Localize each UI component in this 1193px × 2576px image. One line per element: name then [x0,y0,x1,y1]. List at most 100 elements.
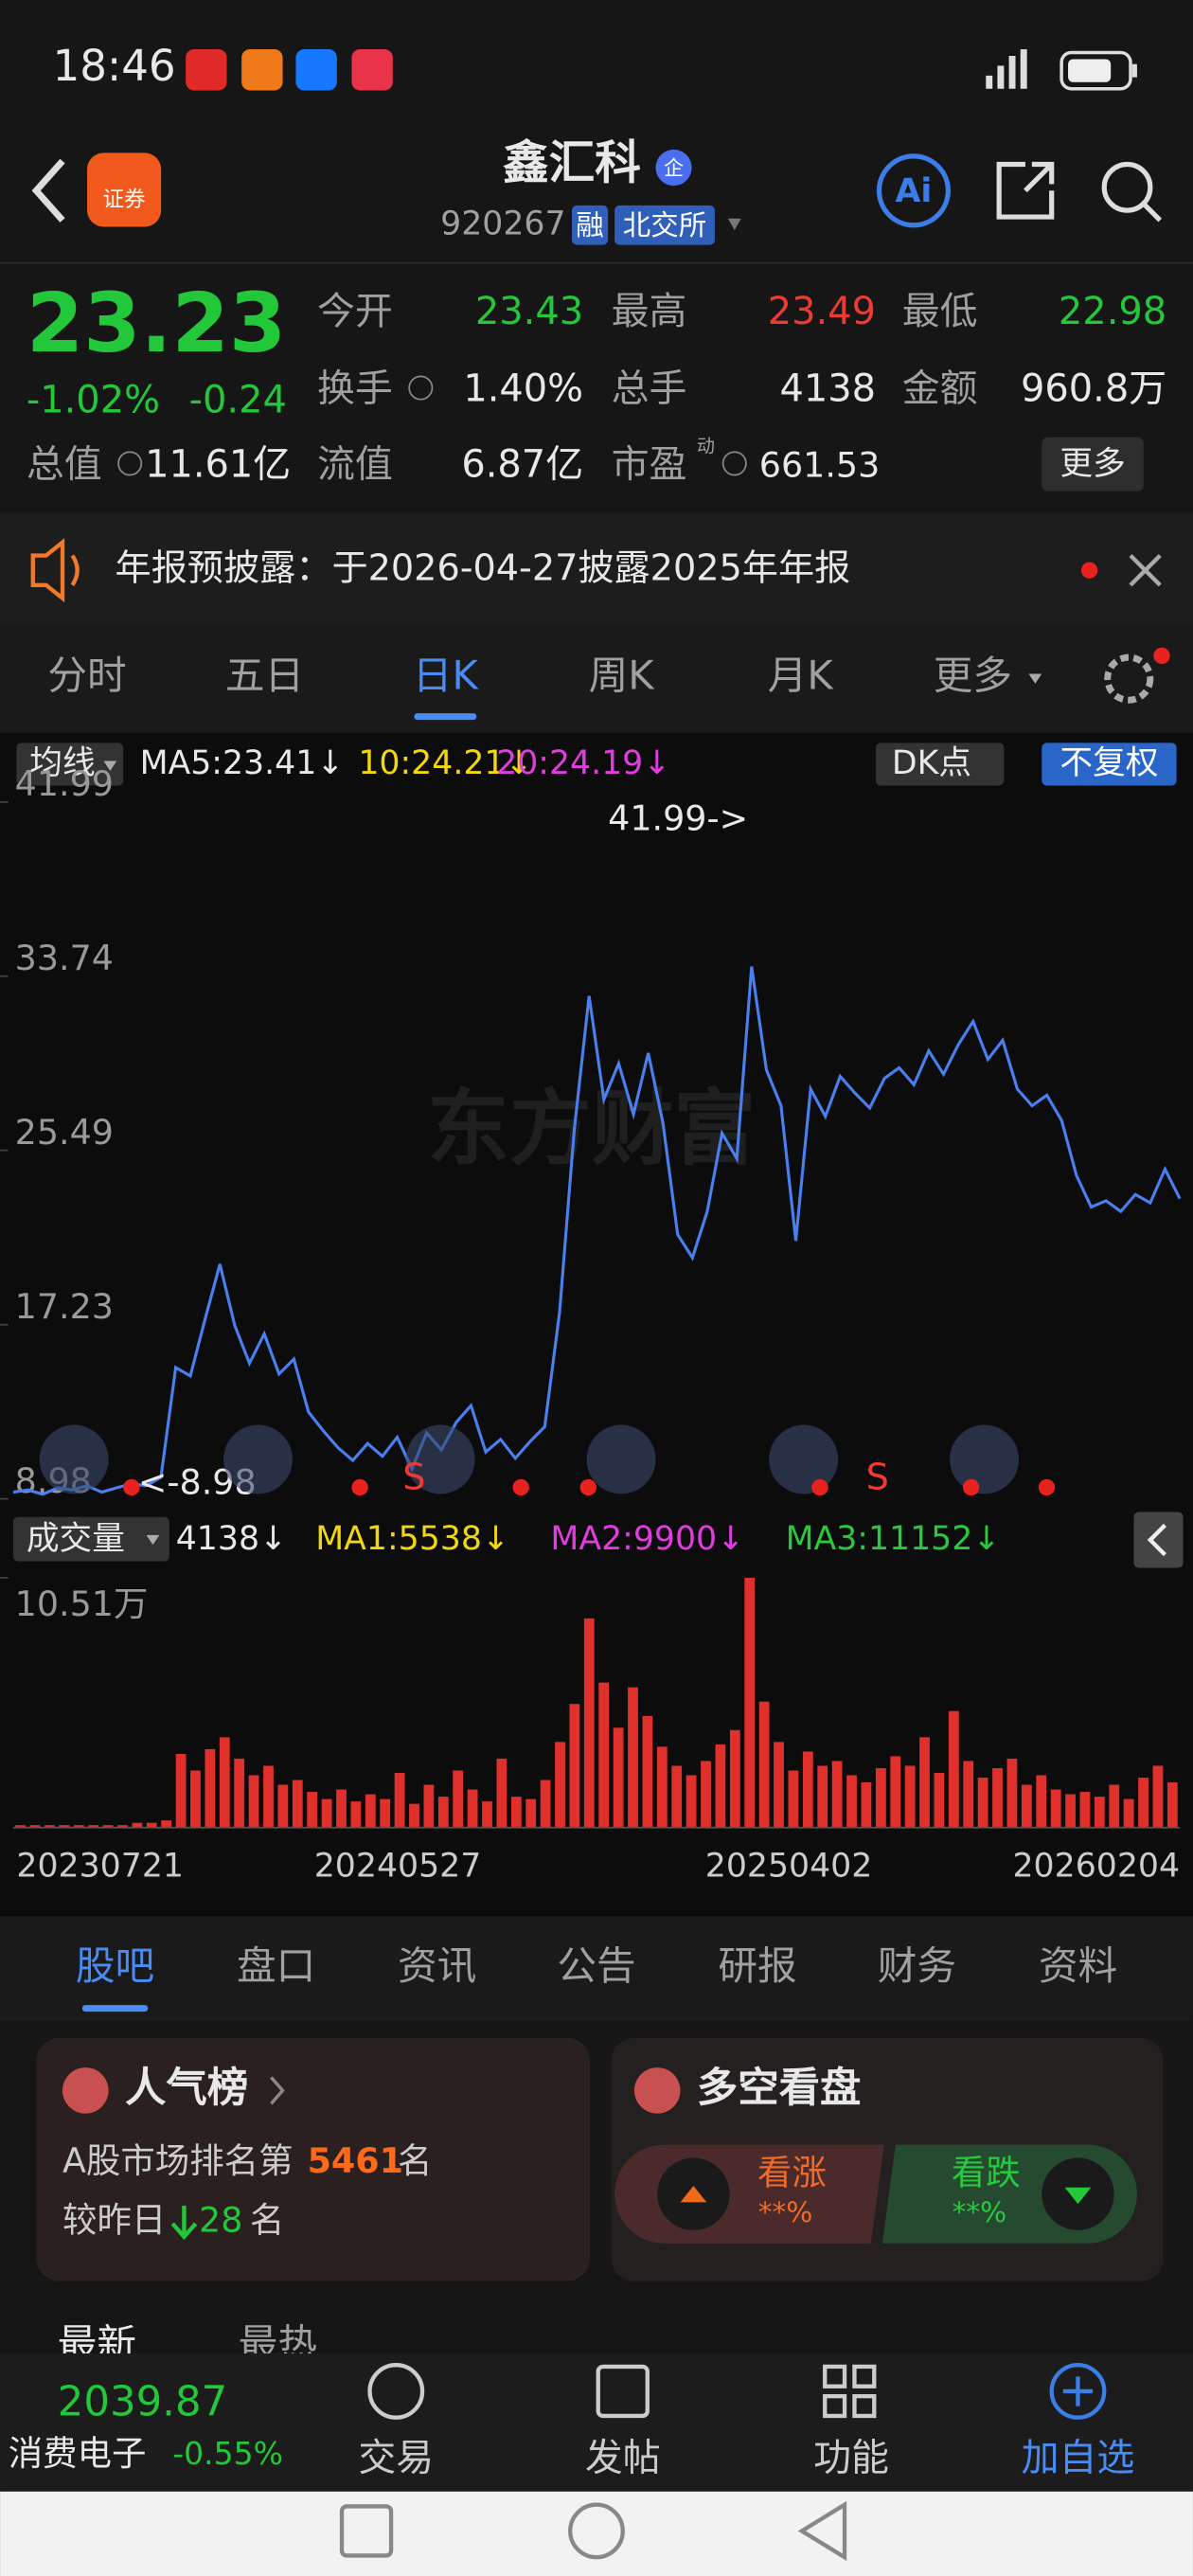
tab-active[interactable]: 日K [413,653,480,699]
content-tab[interactable]: 资料 [1039,1942,1117,1989]
card-title: 多空看盘 [697,2065,862,2112]
change-suffix: 名 [250,2200,284,2241]
volume-bar [569,1704,580,1828]
volume-bar [263,1765,274,1828]
chart-nav-buttons[interactable] [39,1424,1019,1494]
nav-home[interactable] [568,2502,625,2560]
y-tick-label: 25.49 [15,1112,114,1153]
content-tab-active[interactable]: 股吧 [76,1942,154,1989]
bottom-button[interactable]: 加自选 [1022,2436,1135,2479]
dropdown-arrow [103,760,117,771]
search-button[interactable] [1101,161,1163,223]
field-label: 换手 [317,367,393,411]
volume-bar [846,1775,857,1828]
price-line [12,966,1182,1496]
index-value[interactable]: 2039.87 [58,2378,227,2425]
tab[interactable]: 五日 [225,653,304,699]
volume-bar [802,1751,813,1828]
tag-bg [571,205,609,245]
clock: 18:46 [53,41,176,91]
ai-button[interactable] [876,153,951,228]
index-change[interactable]: -0.55% [172,2435,283,2472]
bottom-button[interactable]: 交易 [358,2436,434,2479]
y-tick-label: 41.99 [15,763,114,804]
info-icon[interactable] [721,451,747,476]
popularity-icon [62,2067,109,2114]
signal-icons [986,49,1027,89]
volume-bar [102,1825,114,1828]
volume-bar [409,1803,419,1828]
volume-button[interactable] [12,1516,169,1562]
ma-button[interactable] [16,742,124,786]
share-button[interactable] [996,161,1055,220]
volume-bar [1021,1784,1032,1828]
volume-bar [758,1701,770,1828]
y-tick-label: 10.51万 [15,1583,149,1624]
bull-pct: **% [758,2196,813,2228]
info-icon[interactable] [408,375,434,401]
volume-bar [1050,1789,1061,1828]
volume-bar [904,1765,916,1828]
volume-bar [525,1798,537,1828]
app-logo[interactable] [87,152,162,227]
volume-bar [380,1798,391,1828]
volume-chart: 10.51万 [0,1577,1178,1828]
field-value: 1.40% [463,367,583,411]
index-name[interactable]: 消费电子 [9,2433,147,2474]
content-tab[interactable]: 研报 [718,1942,796,1989]
dk-button[interactable] [876,742,1005,786]
back-button[interactable] [31,158,65,223]
volume-bar [831,1761,843,1828]
change: -0.24 [189,379,287,422]
volume-bar [890,1756,901,1828]
volume-bar [686,1775,697,1828]
content-tab[interactable]: 盘口 [237,1942,315,1989]
down-triangle [1064,2187,1092,2205]
field-label: 流值 [317,442,393,486]
volume-bar [1065,1794,1076,1828]
popularity-card[interactable] [36,2037,591,2281]
notice-bar[interactable] [0,512,1193,625]
info-icon[interactable] [117,451,143,476]
adjust-button[interactable] [1042,742,1177,786]
volume-bar [45,1825,55,1828]
bull-button[interactable] [614,2144,884,2244]
close-button[interactable] [1129,554,1162,587]
volume-bar [321,1798,332,1828]
post-icon [596,2364,650,2419]
tab[interactable]: 月K [768,653,835,699]
field-label: 总值 [27,442,102,486]
more-button[interactable] [1042,437,1144,492]
badge-bg [655,149,692,187]
rank-prefix: A股市场排名第 [62,2140,294,2181]
content-tab[interactable]: 资讯 [398,1942,476,1989]
volume-bar [394,1772,405,1828]
collapse-button[interactable] [1133,1512,1184,1568]
bottom-button[interactable]: 发帖 [585,2436,661,2479]
vol-ma1: MA1:5538↓ [315,1520,509,1558]
volume-bar [15,1825,27,1828]
tab[interactable]: 分时 [47,653,126,699]
nav-back[interactable] [797,2500,847,2562]
bottom-button[interactable]: 功能 [813,2436,889,2479]
tab[interactable]: 周K [589,653,656,699]
volume-bar [788,1770,799,1828]
field-value: 661.53 [759,444,881,485]
content-tab[interactable]: 公告 [557,1942,635,1989]
nav-recent[interactable] [339,2504,394,2558]
volume-bar [437,1797,449,1828]
settings-button[interactable] [1104,653,1154,704]
tag: 融 [576,209,604,242]
content-tab[interactable]: 财务 [878,1942,956,1989]
volume-bar [919,1737,930,1828]
volume-bar [1166,1782,1178,1828]
dropdown-arrow [1028,673,1042,684]
tab[interactable]: 更多 [934,653,1012,699]
volume-bar [1123,1798,1134,1828]
content-tab-bar [0,1916,1193,2022]
trade-icon [367,2363,425,2420]
vol-ma2: MA2:9900↓ [550,1520,744,1558]
field-label: 今开 [317,290,393,333]
field-label: 总手 [612,367,687,411]
volume-bar [234,1758,245,1828]
